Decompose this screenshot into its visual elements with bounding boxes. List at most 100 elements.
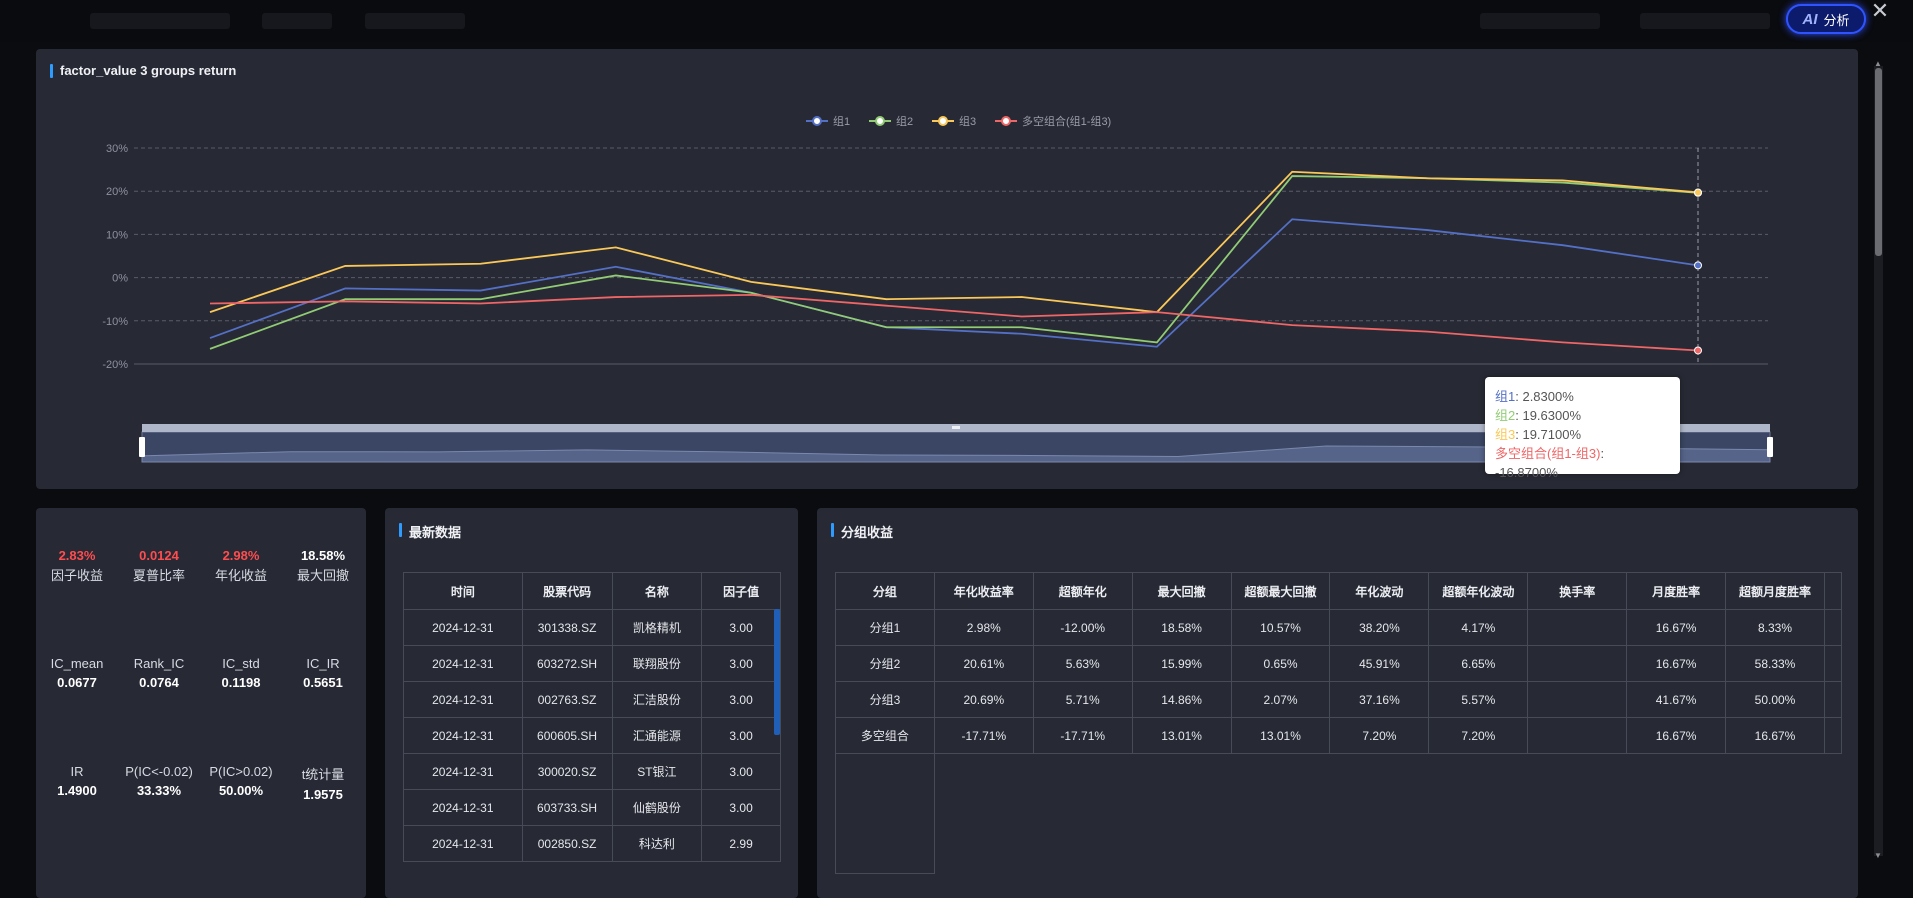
table-cell: 分组2 — [835, 645, 935, 682]
legend-label-2[interactable]: 组2 — [896, 114, 913, 128]
table-cell — [1527, 645, 1628, 682]
table-gutter — [1823, 609, 1842, 646]
table-cell: -12.00% — [1032, 609, 1133, 646]
col-header[interactable]: 超额月度胜率 — [1725, 572, 1825, 610]
table-row[interactable]: 2024-12-31 301338.SZ 凯格精机 3.00 — [403, 609, 781, 646]
latest-data-panel: 最新数据 时间 股票代码 名称 因子值 2024-12-31 301338.SZ 凯… — [385, 508, 798, 898]
table-cell: 仙鹤股份 — [611, 789, 703, 826]
table-row[interactable]: 2024-12-31 002763.SZ 汇洁股份 3.00 — [403, 681, 781, 718]
col-header[interactable]: 月度胜率 — [1626, 572, 1727, 610]
table-cell: 20.61% — [933, 645, 1034, 682]
col-header[interactable]: 名称 — [611, 572, 703, 610]
table-row[interactable]: 2024-12-31 603272.SH 联翔股份 3.00 — [403, 645, 781, 682]
col-header[interactable]: 换手率 — [1527, 572, 1628, 610]
legend-label-4[interactable]: 多空组合(组1-组3) — [1022, 114, 1111, 128]
col-header[interactable]: 超额年化波动 — [1428, 572, 1529, 610]
col-header[interactable]: 时间 — [403, 572, 523, 610]
col-header[interactable]: 最大回撤 — [1131, 572, 1232, 610]
table-row[interactable]: 2024-12-31 300020.SZ ST银江 3.00 — [403, 753, 781, 790]
table-cell: 科达利 — [611, 825, 703, 862]
page-scrollbar[interactable]: ▲ ▼ — [1871, 60, 1885, 860]
table-cell: 13.01% — [1131, 717, 1232, 754]
table-cell: 汇洁股份 — [611, 681, 703, 718]
table-cell: 20.69% — [933, 681, 1034, 718]
table-cell: 16.67% — [1626, 717, 1727, 754]
table-cell: 汇通能源 — [611, 717, 703, 754]
metric-rank-ic: Rank_IC 0.0764 — [133, 656, 185, 690]
scroll-down-icon[interactable]: ▼ — [1874, 851, 1882, 860]
metric-ic-mean: IC_mean 0.0677 — [50, 656, 104, 690]
col-header[interactable]: 股票代码 — [521, 572, 613, 610]
latest-scroll-thumb[interactable] — [774, 609, 780, 735]
empty-cell — [835, 753, 935, 874]
table-cell: 16.67% — [1626, 645, 1727, 682]
table-row[interactable]: 2024-12-31 002850.SZ 科达利 2.99 — [403, 825, 781, 862]
table-cell: 分组3 — [835, 681, 935, 718]
table-cell: 14.86% — [1131, 681, 1232, 718]
ghost-nav — [1480, 13, 1600, 29]
col-header[interactable]: 超额年化 — [1032, 572, 1133, 610]
ai-analysis-button[interactable]: AI 分析 — [1786, 4, 1866, 34]
legend-label-3[interactable]: 组3 — [959, 114, 976, 128]
latest-table: 时间 股票代码 名称 因子值 2024-12-31 301338.SZ 凯格精机 3.… — [403, 572, 781, 862]
table-cell: 7.20% — [1329, 717, 1430, 754]
metric-ic-std: IC_std 0.1198 — [221, 656, 261, 690]
legend-label-1[interactable]: 组1 — [833, 114, 850, 128]
col-header[interactable]: 年化波动 — [1329, 572, 1430, 610]
table-cell: 5.57% — [1428, 681, 1529, 718]
table-cell: 4.17% — [1428, 609, 1529, 646]
table-gutter — [1823, 717, 1842, 754]
table-cell: 2024-12-31 — [403, 717, 523, 754]
y-tick-label: 20% — [106, 186, 128, 198]
table-cell: 50.00% — [1725, 681, 1825, 718]
zoom-handle-right[interactable] — [1767, 437, 1773, 457]
col-header[interactable]: 分组 — [835, 572, 935, 610]
zoom-handle-left[interactable] — [139, 437, 145, 457]
ghost-nav — [365, 13, 465, 29]
table-cell: 2024-12-31 — [403, 645, 523, 682]
table-row[interactable]: 分组1 2.98% -12.00% 18.58% 10.57% 38.20% 4.17% 16… — [835, 609, 1842, 646]
table-cell: 多空组合 — [835, 717, 935, 754]
group-return-panel: 分组收益 分组 年化收益率 超额年化 最大回撤 超额最大回撤 年化波动 超额年化波动 换手率月… — [817, 508, 1858, 898]
y-tick-label: -20% — [102, 359, 128, 371]
col-header[interactable]: 年化收益率 — [933, 572, 1034, 610]
legend-marker-2 — [875, 116, 885, 126]
latest-table-wrap[interactable]: 时间 股票代码 名称 因子值 2024-12-31 301338.SZ 凯格精机 3.… — [403, 572, 781, 898]
col-header[interactable]: 超额最大回撤 — [1230, 572, 1331, 610]
chart-title: factor_value 3 groups return — [50, 63, 236, 78]
tooltip-row-g1: 组1: 2.8300% — [1495, 389, 1574, 404]
table-cell: 18.58% — [1131, 609, 1232, 646]
table-cell: 603272.SH — [521, 645, 613, 682]
table-cell: 38.20% — [1329, 609, 1430, 646]
legend-marker-4 — [1001, 116, 1011, 126]
table-cell: 2.99 — [701, 825, 781, 862]
scroll-up-icon[interactable]: ▲ — [1874, 59, 1882, 68]
metric-factor-return: 2.83% 因子收益 — [50, 548, 103, 583]
table-gutter — [1823, 645, 1842, 682]
empty-cell — [933, 753, 1842, 874]
table-cell: 3.00 — [701, 717, 781, 754]
group-header-row: 分组 年化收益率 超额年化 最大回撤 超额最大回撤 年化波动 超额年化波动 换手率 月度胜率 超额… — [835, 572, 1842, 610]
table-row[interactable]: 分组2 20.61% 5.63% 15.99% 0.65% 45.91% 6.65% 16.6… — [835, 645, 1842, 682]
table-cell: 2.98% — [933, 609, 1034, 646]
table-row[interactable]: 2024-12-31 603733.SH 仙鹤股份 3.00 — [403, 789, 781, 826]
scroll-thumb[interactable] — [1875, 68, 1882, 256]
table-row[interactable]: 分组3 20.69% 5.71% 14.86% 2.07% 37.16% 5.57% 41.6… — [835, 681, 1842, 718]
close-icon[interactable]: ✕ — [1870, 0, 1890, 23]
group-table-wrap[interactable]: 分组 年化收益率 超额年化 最大回撤 超额最大回撤 年化波动 超额年化波动 换手率 月度胜率 超额… — [835, 572, 1842, 898]
table-cell: 002850.SZ — [521, 825, 613, 862]
table-cell: ST银江 — [611, 753, 703, 790]
series-line-1 — [209, 218, 1699, 348]
table-cell: 2024-12-31 — [403, 789, 523, 826]
table-cell: 16.67% — [1725, 717, 1825, 754]
table-row[interactable]: 多空组合 -17.71% -17.71% 13.01% 13.01% 7.20% 7.20%… — [835, 717, 1842, 754]
table-cell: 凯格精机 — [611, 609, 703, 646]
latest-header-row: 时间 股票代码 名称 因子值 — [403, 572, 781, 610]
table-cell: 603733.SH — [521, 789, 613, 826]
table-gutter — [1823, 681, 1842, 718]
table-cell: -17.71% — [933, 717, 1034, 754]
table-cell: 分组1 — [835, 609, 935, 646]
col-header[interactable]: 因子值 — [701, 572, 781, 610]
table-row[interactable]: 2024-12-31 600605.SH 汇通能源 3.00 — [403, 717, 781, 754]
metric-max-drawdown: 18.58% 最大回撤 — [296, 548, 349, 583]
